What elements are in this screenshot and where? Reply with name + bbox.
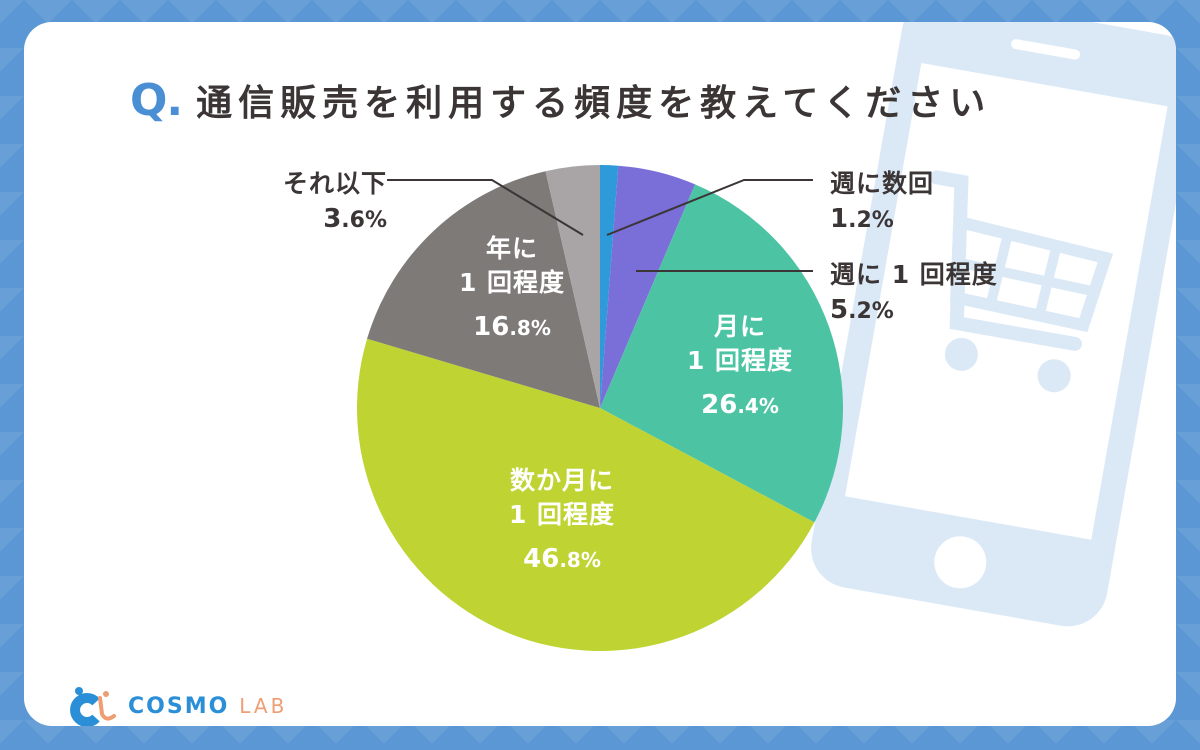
label-less-often: それ以下 3.6%: [282, 169, 387, 234]
pie-slice-weekly-multiple: [600, 165, 619, 408]
pie-slice-less-often: [545, 165, 600, 408]
smartphone-cart-illustration: [811, 22, 1176, 627]
cosmo-logo-icon: [70, 687, 116, 726]
label-weekly-once: 週に 1 回程度 5.2%: [830, 260, 998, 325]
pie-slice-few-months: [356, 338, 815, 652]
cosmo-lab-logo: COSMO LAB: [70, 686, 287, 726]
pie-slice-monthly: [600, 184, 843, 523]
logo-cosmo-text: COSMO: [128, 693, 230, 719]
leader-lines: [387, 179, 813, 272]
logo-lab-text: LAB: [239, 694, 288, 718]
pie-slice-yearly: [367, 171, 600, 408]
pie-slice-weekly-once: [600, 165, 696, 408]
question-title: Q. 通信販売を利用する頻度を教えてください: [130, 70, 991, 130]
pie-chart: [356, 165, 843, 652]
label-yearly: 年に 1 回程度 16.8%: [458, 234, 566, 342]
q-mark: Q.: [130, 74, 183, 126]
label-monthly: 月に 1 回程度 26.4%: [686, 312, 794, 420]
chart-card: Q. 通信販売を利用する頻度を教えてください それ以下 3.6% 週に数回 1.…: [24, 22, 1176, 726]
page-title: 通信販売を利用する頻度を教えてください: [196, 83, 992, 124]
label-few-months: 数か月に 1 回程度 46.8%: [508, 466, 616, 574]
label-weekly-multiple: 週に数回 1.2%: [830, 169, 935, 234]
